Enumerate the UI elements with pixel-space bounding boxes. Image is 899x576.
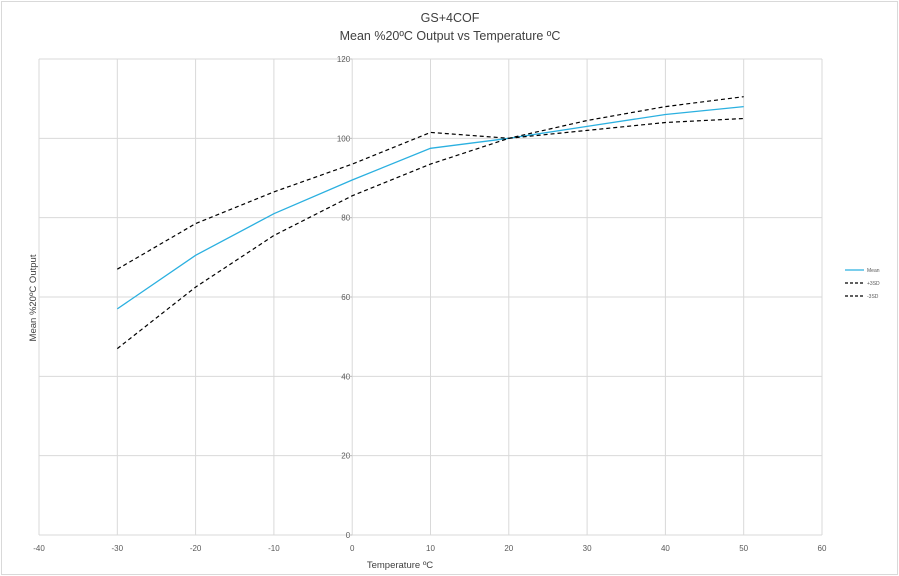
x-tick-label: 20 [504,544,513,553]
x-tick-label: 10 [426,544,435,553]
x-tick-label: 0 [350,544,355,553]
grid [38,58,823,536]
y-tick-label: 100 [337,134,351,143]
x-tick-label: 30 [583,544,592,553]
x-tick-label: 40 [661,544,670,553]
legend-label: -3SD [867,294,879,300]
y-tick-label: 60 [341,293,350,302]
chart-title: GS+4COF [421,11,480,25]
series-line-3sd [116,96,744,270]
x-tick-label: 50 [739,544,748,553]
series-lines [116,96,744,350]
series-line-3sd [116,117,744,350]
x-tick-labels: -40 -30 -20 -10 0 10 20 30 40 50 60 [33,544,827,553]
x-tick-label: -10 [268,544,280,553]
legend-label: Mean [867,268,880,274]
y-tick-label: 20 [341,452,350,461]
y-tick-label: 0 [346,531,351,540]
series-line-mean [116,105,744,310]
chart-subtitle: Mean %20ºC Output vs Temperature ºC [340,29,561,43]
y-tick-label: 80 [341,214,350,223]
x-tick-label: 60 [818,544,827,553]
y-tick-label: 40 [341,372,350,381]
legend: Mean +3SD -3SD [845,268,880,300]
legend-label: +3SD [867,281,880,287]
x-axis-label: Temperature ºC [367,560,433,571]
x-tick-label: -30 [112,544,124,553]
y-tick-label: 120 [337,55,351,64]
y-tick-labels: 0 20 40 60 80 100 120 [337,55,353,540]
x-tick-label: -20 [190,544,202,553]
y-axis-label: Mean %20ºC Output [28,254,39,341]
x-tick-label: -40 [33,544,45,553]
